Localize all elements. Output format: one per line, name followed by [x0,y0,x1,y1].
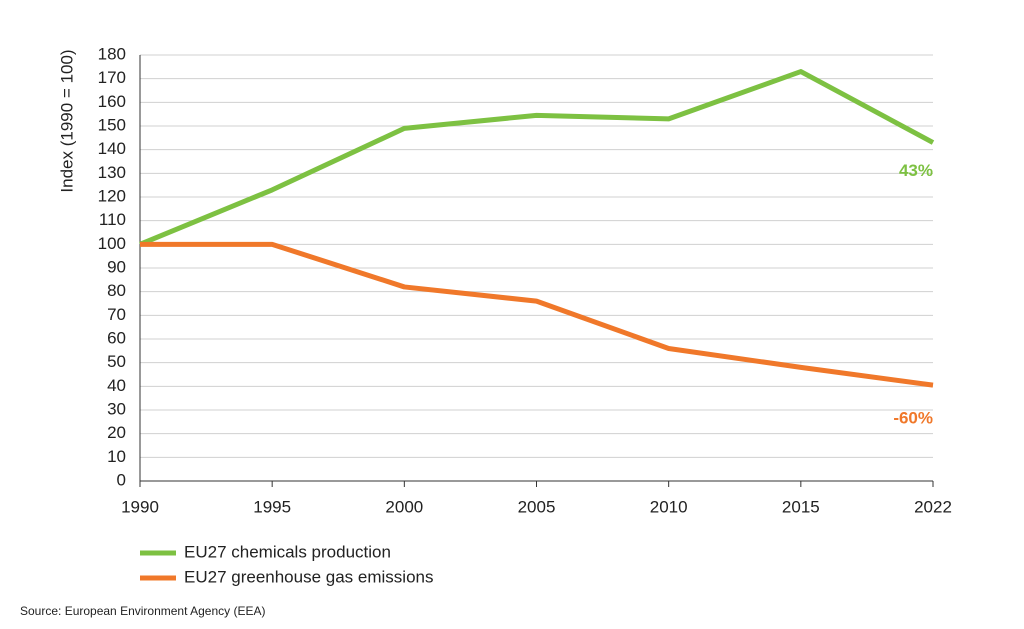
y-tick-label: 150 [98,115,126,134]
y-tick-label: 140 [98,139,126,158]
y-tick-label: 100 [98,234,126,253]
y-axis-label: Index (1990 = 100) [57,49,76,192]
x-tick-label: 2010 [650,497,688,516]
y-tick-label: 90 [107,257,126,276]
legend-label: EU27 chemicals production [184,542,391,561]
y-tick-label: 50 [107,352,126,371]
x-tick-label: 1995 [253,497,291,516]
line [140,241,934,388]
y-tick-label: 20 [107,423,126,442]
line [139,69,935,247]
y-tick-label: 10 [107,447,126,466]
y-tick-label: 80 [107,281,126,300]
y-tick-label: 110 [99,210,126,229]
annotation: -60% [893,409,933,428]
y-tick-label: 160 [98,92,126,111]
y-tick-label: 130 [98,163,126,182]
x-tick-label: 2015 [782,497,820,516]
x-tick-label: 2022 [914,497,952,516]
y-tick-label: 0 [117,470,126,489]
y-tick-label: 30 [107,399,126,418]
y-tick-label: 70 [107,305,126,324]
y-tick-label: 60 [107,328,126,347]
legend-label: EU27 greenhouse gas emissions [184,567,433,586]
y-tick-label: 40 [107,376,126,395]
x-tick-label: 1990 [121,497,159,516]
x-tick-label: 2000 [385,497,423,516]
x-tick-label: 2005 [518,497,556,516]
y-tick-label: 120 [98,186,126,205]
annotation: 43% [899,161,933,180]
source: Source: European Environment Agency (EEA… [20,604,265,618]
y-tick-label: 180 [98,44,126,63]
y-tick-label: 170 [98,68,126,87]
